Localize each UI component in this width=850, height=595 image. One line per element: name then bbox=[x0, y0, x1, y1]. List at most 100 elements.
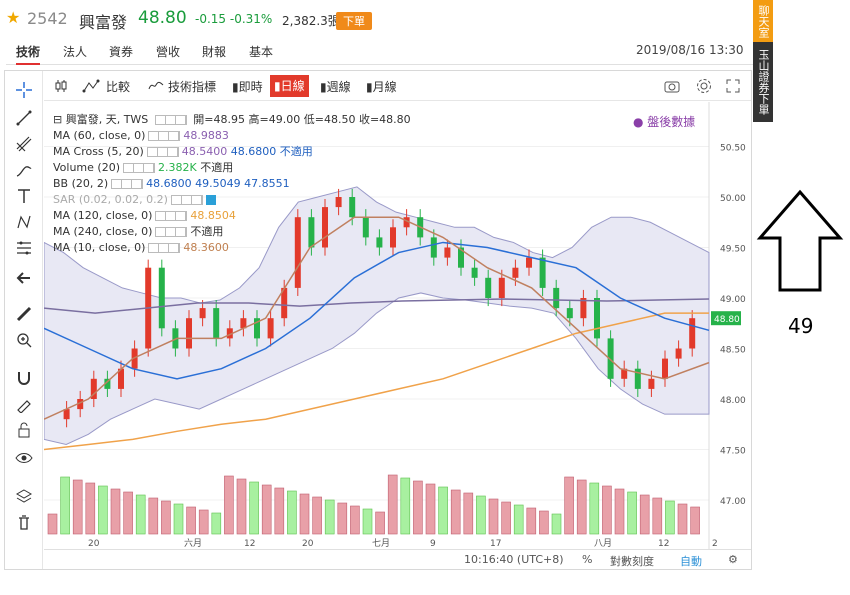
ma120-line bbox=[44, 312, 709, 451]
candle-type-icon[interactable] bbox=[54, 79, 68, 93]
indicators-icon[interactable] bbox=[148, 81, 164, 91]
text-tool-icon[interactable] bbox=[15, 187, 33, 205]
legend-ma10-controls[interactable] bbox=[148, 243, 181, 253]
zoom-in-icon[interactable] bbox=[15, 331, 33, 349]
brush-icon[interactable] bbox=[15, 161, 33, 179]
legend-volume-controls[interactable] bbox=[123, 163, 155, 173]
pattern-icon[interactable] bbox=[15, 213, 33, 231]
candle-body bbox=[335, 197, 342, 208]
ruler-icon[interactable] bbox=[15, 305, 33, 323]
monthly-button[interactable]: ▮月線 bbox=[366, 78, 397, 95]
candle-body bbox=[118, 368, 124, 389]
drawing-toolbar bbox=[5, 71, 43, 569]
legend-bb-value1: 48.6800 bbox=[146, 177, 192, 190]
indicators-button[interactable]: 技術指標 bbox=[168, 80, 217, 94]
after-hours-label: 盤後數據 bbox=[647, 115, 696, 129]
volume-bar bbox=[614, 488, 625, 535]
legend-ma60-controls[interactable] bbox=[148, 131, 181, 141]
trade-volume: 2,382.3張 bbox=[282, 14, 340, 28]
legend-bb-controls[interactable] bbox=[111, 179, 144, 189]
candle-body bbox=[512, 267, 519, 278]
candle-body bbox=[281, 287, 288, 319]
legend-ma240-label: MA (240, close, 0) bbox=[53, 225, 153, 238]
trash-icon[interactable] bbox=[15, 513, 33, 531]
legend-macross-value3: 不適用 bbox=[279, 145, 313, 158]
chat-room-button[interactable]: 聊天室 bbox=[753, 0, 773, 42]
settings-gear-icon[interactable] bbox=[696, 78, 712, 94]
stock-code: 2542 bbox=[27, 9, 68, 28]
candle-body bbox=[485, 277, 492, 298]
legend-ma120-controls[interactable] bbox=[155, 211, 188, 221]
price-chart[interactable]: 50.50 50.00 49.50 49.00 48.50 48.00 47.50 47.00… bbox=[44, 102, 752, 549]
favorite-star-icon[interactable]: ★ bbox=[6, 8, 21, 27]
log-scale-toggle[interactable]: 對數刻度 bbox=[610, 555, 654, 568]
volume-bar bbox=[72, 479, 83, 535]
candle-body bbox=[240, 318, 247, 329]
daily-button[interactable]: ▮日線 bbox=[270, 75, 309, 97]
tab-financials[interactable]: 財報 bbox=[202, 45, 227, 59]
legend-ma120-label: MA (120, close, 0) bbox=[53, 209, 153, 222]
layers-icon[interactable] bbox=[15, 487, 33, 505]
lock-icon[interactable] bbox=[15, 421, 33, 439]
volume-bar bbox=[287, 490, 297, 535]
broker-order-button[interactable]: 玉山證券下單 bbox=[753, 42, 773, 122]
after-hours-data-link[interactable]: ● 盤後數據 bbox=[633, 115, 696, 129]
fibonacci-icon[interactable] bbox=[15, 135, 33, 153]
candle-body bbox=[158, 267, 165, 329]
realtime-button[interactable]: ▮即時 bbox=[232, 78, 263, 95]
auto-scale-toggle[interactable]: 自動 bbox=[680, 555, 702, 568]
candle-body bbox=[539, 257, 546, 288]
tab-margin[interactable]: 資券 bbox=[109, 45, 134, 59]
x-tick-label: 12 bbox=[244, 539, 255, 549]
volume-bar bbox=[110, 488, 121, 535]
quote-datetime: 2019/08/16 13:30 bbox=[636, 43, 744, 57]
tab-institutional[interactable]: 法人 bbox=[63, 45, 88, 59]
magnet-icon[interactable] bbox=[15, 369, 33, 387]
visibility-toggle-icon[interactable] bbox=[205, 195, 216, 205]
legend-symbol: 興富發, 天, TWS bbox=[65, 113, 149, 126]
lock-drawing-icon[interactable] bbox=[15, 395, 33, 413]
candle-body bbox=[186, 318, 192, 349]
chart-toolbar: 比較 技術指標 ▮即時 ▮日線 ▮週線 ▮月線 bbox=[44, 71, 751, 101]
candle-body bbox=[199, 308, 206, 319]
candle-body bbox=[458, 247, 464, 268]
legend-macross-value2: 48.6800 bbox=[230, 145, 277, 158]
volume-bar bbox=[362, 508, 373, 535]
tab-revenue[interactable]: 營收 bbox=[156, 45, 181, 59]
volume-bar bbox=[375, 511, 385, 535]
ma60-line bbox=[44, 298, 710, 314]
volume-bar bbox=[476, 495, 486, 535]
compare-button[interactable]: 比較 bbox=[106, 80, 131, 94]
crosshair-icon[interactable] bbox=[15, 81, 33, 99]
trend-line-icon[interactable] bbox=[15, 109, 33, 127]
volume-bar bbox=[249, 481, 259, 535]
eye-icon[interactable] bbox=[15, 449, 33, 467]
tab-technical[interactable]: 技術 bbox=[16, 43, 41, 65]
legend-ma240-controls[interactable] bbox=[155, 227, 188, 237]
volume-bar bbox=[488, 498, 499, 535]
collapse-icon[interactable]: ⊟ bbox=[53, 113, 63, 126]
camera-icon[interactable] bbox=[664, 79, 680, 93]
candle-body bbox=[131, 348, 138, 369]
weekly-button[interactable]: ▮週線 bbox=[320, 78, 351, 95]
candle-body bbox=[308, 217, 315, 248]
legend-sar-controls[interactable] bbox=[170, 195, 203, 205]
volume-bar bbox=[173, 503, 184, 535]
legend-controls[interactable] bbox=[154, 115, 187, 125]
back-arrow-icon[interactable] bbox=[15, 269, 33, 287]
status-settings-gear-icon[interactable]: ⚙ bbox=[728, 553, 738, 566]
volume-bar bbox=[337, 502, 348, 535]
volume-bar bbox=[312, 496, 322, 535]
fullscreen-icon[interactable] bbox=[726, 79, 740, 93]
compare-icon[interactable] bbox=[82, 78, 100, 94]
percent-toggle[interactable]: % bbox=[582, 553, 593, 566]
prediction-icon[interactable] bbox=[15, 239, 33, 257]
order-button[interactable]: 下單 bbox=[336, 12, 372, 30]
volume-bar bbox=[274, 487, 285, 535]
tab-basic[interactable]: 基本 bbox=[249, 45, 274, 59]
legend-macross-label: MA Cross (5, 20) bbox=[53, 145, 144, 158]
monthly-icon: ▮ bbox=[366, 80, 373, 94]
candle-body bbox=[349, 197, 356, 218]
legend-macross-controls[interactable] bbox=[146, 147, 179, 157]
candle-body bbox=[498, 277, 505, 298]
